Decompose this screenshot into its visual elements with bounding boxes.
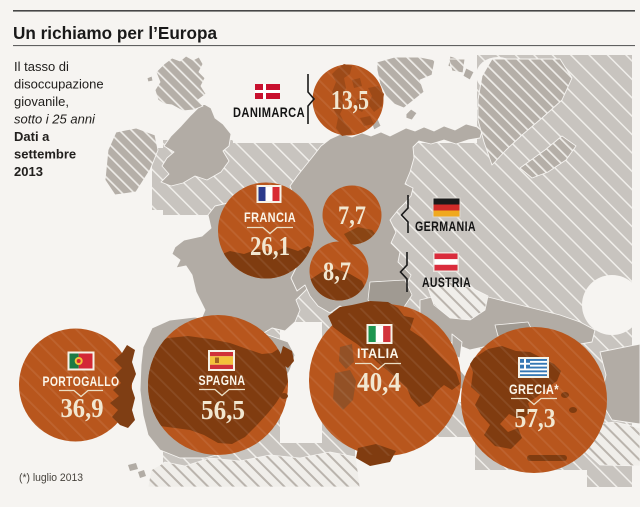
svg-text:8,7: 8,7 (323, 257, 351, 286)
svg-text:7,7: 7,7 (338, 201, 366, 230)
svg-text:PORTOGALLO: PORTOGALLO (43, 373, 120, 389)
svg-text:Il tasso di: Il tasso di (14, 59, 69, 74)
svg-text:FRANCIA: FRANCIA (244, 209, 296, 225)
svg-text:36,9: 36,9 (61, 393, 104, 423)
svg-text:56,5: 56,5 (201, 395, 245, 425)
svg-text:Un richiamo per l’Europa: Un richiamo per l’Europa (13, 23, 217, 43)
svg-text:57,3: 57,3 (515, 403, 556, 433)
svg-text:ITALIA: ITALIA (357, 345, 399, 361)
svg-text:DANIMARCA: DANIMARCA (233, 104, 305, 120)
svg-text:(*) luglio 2013: (*) luglio 2013 (19, 472, 83, 484)
svg-text:13,5: 13,5 (331, 85, 369, 115)
svg-text:sotto i 25 anni: sotto i 25 anni (14, 112, 96, 127)
svg-text:GERMANIA: GERMANIA (415, 218, 476, 234)
svg-text:giovanile,: giovanile, (14, 94, 69, 109)
svg-text:disoccupazione: disoccupazione (14, 77, 104, 92)
svg-text:AUSTRIA: AUSTRIA (422, 274, 471, 290)
svg-text:settembre: settembre (14, 147, 76, 162)
svg-text:GRECIA*: GRECIA* (509, 381, 559, 397)
svg-text:40,4: 40,4 (357, 367, 401, 397)
svg-text:26,1: 26,1 (250, 231, 290, 261)
svg-text:Dati a: Dati a (14, 129, 50, 144)
svg-text:SPAGNA: SPAGNA (199, 372, 246, 388)
svg-text:2013: 2013 (14, 164, 43, 179)
